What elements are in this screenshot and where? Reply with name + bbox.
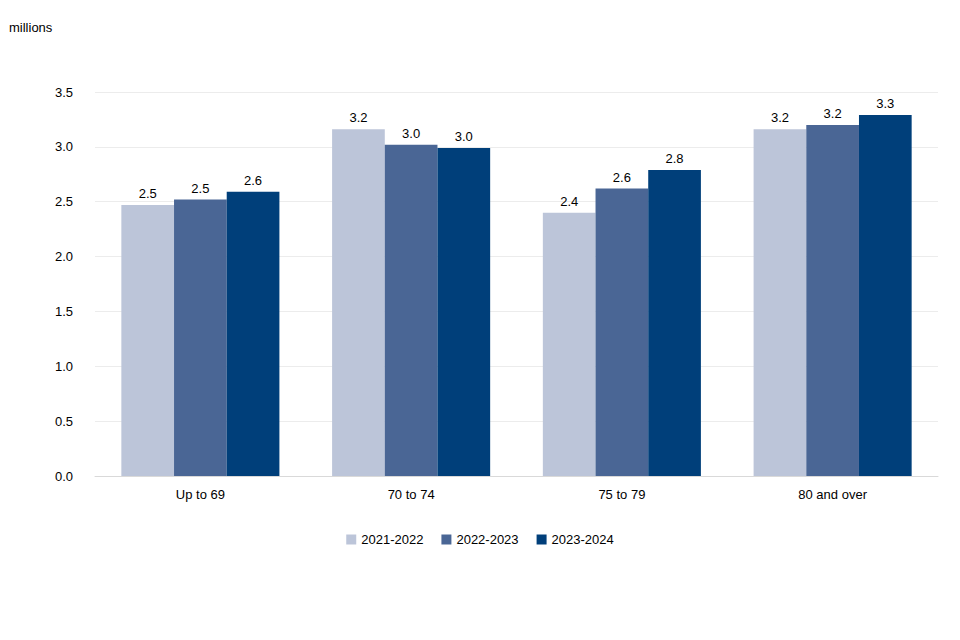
- svg-text:2.0: 2.0: [55, 249, 73, 264]
- svg-text:2.5: 2.5: [55, 194, 73, 209]
- svg-text:Up to 69: Up to 69: [176, 487, 225, 502]
- svg-text:3.0: 3.0: [455, 129, 473, 144]
- svg-text:2.6: 2.6: [244, 173, 262, 188]
- svg-text:3.2: 3.2: [771, 110, 789, 125]
- svg-text:1.0: 1.0: [55, 359, 73, 374]
- svg-text:3.2: 3.2: [349, 110, 367, 125]
- svg-text:millions: millions: [9, 20, 53, 35]
- svg-text:3.2: 3.2: [824, 106, 842, 121]
- svg-text:2.4: 2.4: [560, 194, 578, 209]
- svg-text:75 to 79: 75 to 79: [598, 487, 645, 502]
- svg-text:2.5: 2.5: [191, 181, 209, 196]
- svg-text:3.3: 3.3: [876, 96, 894, 111]
- svg-text:70 to 74: 70 to 74: [388, 487, 435, 502]
- svg-text:2023-2024: 2023-2024: [552, 532, 614, 547]
- svg-text:2.8: 2.8: [666, 151, 684, 166]
- svg-text:2021-2022: 2021-2022: [361, 532, 423, 547]
- svg-text:3.0: 3.0: [402, 126, 420, 141]
- svg-text:2.6: 2.6: [613, 170, 631, 185]
- svg-text:2.5: 2.5: [139, 186, 157, 201]
- svg-text:80 and over: 80 and over: [798, 487, 867, 502]
- svg-text:1.5: 1.5: [55, 304, 73, 319]
- svg-text:0.0: 0.0: [55, 469, 73, 484]
- svg-text:3.0: 3.0: [55, 139, 73, 154]
- svg-text:2022-2023: 2022-2023: [456, 532, 518, 547]
- svg-text:0.5: 0.5: [55, 414, 73, 429]
- svg-text:3.5: 3.5: [55, 85, 73, 100]
